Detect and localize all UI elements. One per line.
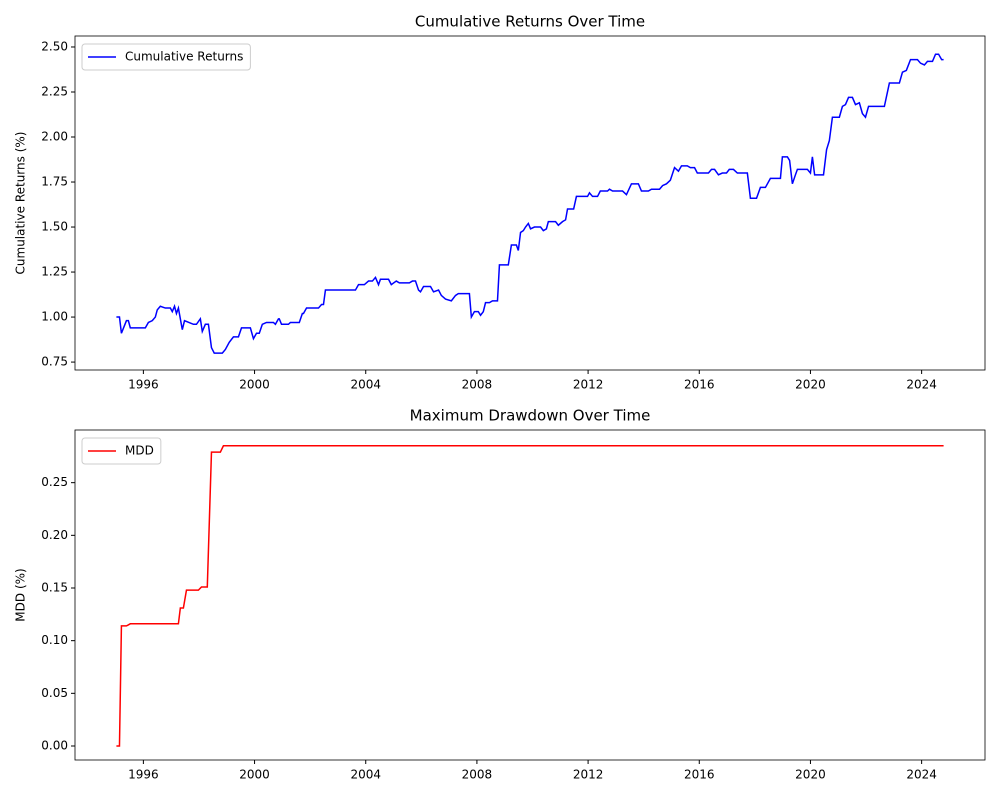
x-tick-label: 2024 [906,768,937,782]
data-line [116,445,944,747]
y-tick-label: 1.00 [41,310,68,324]
axes-frame [74,35,986,371]
x-tick-label: 1996 [128,768,159,782]
y-tick-label: 0.05 [41,686,68,700]
x-tick-label: 2004 [350,378,381,392]
y-tick-label: 0.25 [41,475,68,489]
x-tick-label: 2000 [239,378,270,392]
y-tick-label: 2.25 [41,84,68,98]
legend: Cumulative Returns [81,43,251,71]
x-tick-label: 2016 [684,768,715,782]
legend-box [81,437,162,465]
legend-box [81,43,251,71]
legend-label: Cumulative Returns [125,50,243,64]
x-tick-label: 1996 [128,378,159,392]
y-tick-label: 0.00 [41,738,68,752]
y-axis-label: MDD (%) [14,568,28,621]
x-tick-label: 2008 [462,378,493,392]
y-tick-label: 1.50 [41,220,68,234]
data-line [116,53,944,354]
legend-label: MDD [125,444,154,458]
x-tick-label: 2000 [239,768,270,782]
chart-title: Cumulative Returns Over Time [415,13,645,31]
y-tick-label: 0.15 [41,580,68,594]
x-tick-label: 2024 [906,378,937,392]
y-tick-label: 1.75 [41,175,68,189]
y-tick-label: 1.25 [41,265,68,279]
y-tick-label: 2.50 [41,39,68,53]
x-tick-label: 2008 [462,768,493,782]
chart-title: Maximum Drawdown Over Time [410,407,651,425]
y-tick-label: 0.20 [41,528,68,542]
x-tick-label: 2004 [350,768,381,782]
y-axis-label: Cumulative Returns (%) [14,132,28,275]
y-tick-label: 0.10 [41,633,68,647]
x-tick-label: 2020 [795,378,826,392]
x-tick-label: 2012 [573,378,604,392]
y-tick-label: 0.75 [41,355,68,369]
legend: MDD [81,437,162,465]
x-tick-label: 2016 [684,378,715,392]
y-tick-label: 2.00 [41,130,68,144]
x-tick-label: 2020 [795,768,826,782]
axes-frame [74,429,986,761]
x-tick-label: 2012 [573,768,604,782]
